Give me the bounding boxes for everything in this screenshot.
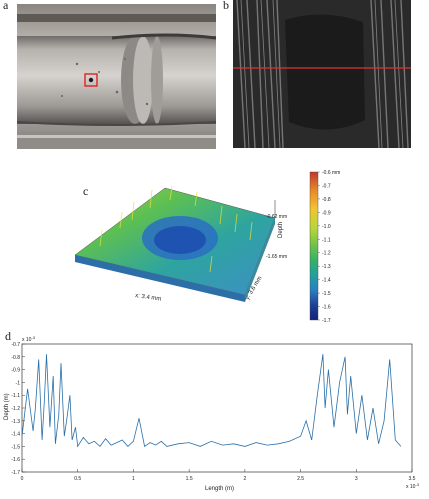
panel-label-d: d bbox=[5, 329, 11, 343]
y-tick-label: -1.5 bbox=[11, 444, 20, 450]
x-tick-label: 3 bbox=[355, 476, 358, 482]
y-tick-label: -0.9 bbox=[11, 368, 20, 374]
y-tick-label: -0.8 bbox=[11, 355, 20, 361]
y-tick-label: -1.4 bbox=[11, 432, 20, 438]
x-axis-label: x: 3.4 mm bbox=[135, 293, 162, 303]
y-tick-label: -1.7 bbox=[11, 470, 20, 476]
y-tick-label: -1.2 bbox=[11, 406, 20, 412]
y-exponent-label: x 10-3 bbox=[22, 335, 36, 343]
z-top-label: -0.62 mm bbox=[266, 214, 287, 220]
y-axis-title: Depth (m) bbox=[4, 393, 10, 420]
defect-highlight-box bbox=[84, 73, 98, 87]
y-tick-label: -0.7 bbox=[11, 342, 20, 348]
colorbar-tick-label: -1.0 bbox=[322, 224, 331, 230]
x-ticks: 0 0.5 1 1.5 2 2.5 3 3.5 bbox=[21, 469, 416, 482]
colorbar-tick-label: -0.7 bbox=[322, 183, 331, 189]
colorbar-tick-label: -1.6 bbox=[322, 305, 331, 311]
x-tick-label: 2 bbox=[243, 476, 246, 482]
sem-micrograph bbox=[233, 0, 411, 148]
x-tick-label: 2.5 bbox=[297, 476, 304, 482]
y-ticks: -0.7 -0.8 -0.9 -1 -1.1 -1.2 -1.3 -1.4 -1.5 -1.6 -1… bbox=[11, 342, 25, 476]
x-tick-label: 1.5 bbox=[186, 476, 193, 482]
z-axis-label: Depth bbox=[278, 222, 284, 238]
y-tick-label: -1.1 bbox=[11, 393, 20, 399]
colorbar-tick-label: -1.3 bbox=[322, 264, 331, 270]
rod-photograph bbox=[17, 4, 216, 149]
colorbar-tick-label: -1.2 bbox=[322, 251, 331, 257]
x-axis-title: Length (m) bbox=[205, 486, 234, 492]
x-exponent-label: x 10-3 bbox=[406, 482, 420, 490]
x-tick-label: 0 bbox=[21, 476, 24, 482]
colorbar-tick-label: -1.4 bbox=[322, 278, 331, 284]
sem-graphic bbox=[233, 0, 411, 148]
z-bottom-label: -1.65 mm bbox=[266, 254, 287, 260]
y-tick-label: -1.3 bbox=[11, 419, 20, 425]
colorbar-tick-label: -0.8 bbox=[322, 197, 331, 203]
depth-profile-chart: -0.7 -0.8 -0.9 -1 -1.1 -1.2 -1.3 -1.4 -1.5 -1.6 -1… bbox=[4, 335, 420, 492]
colorbar bbox=[309, 171, 319, 321]
colorbar-tick-label: -1.5 bbox=[322, 291, 331, 297]
surface-front-side bbox=[75, 255, 245, 302]
surface-3d-panel: x: 3.4 mm y: 3.6 mm Depth -0.62 mm -1.65… bbox=[60, 160, 370, 335]
surface-3d-graphic: x: 3.4 mm y: 3.6 mm Depth -0.62 mm -1.65… bbox=[74, 170, 340, 324]
colorbar-ticks: -0.6 mm -0.7 -0.8 -0.9 -1.0 -1.1 -1.2 -1.3 -1.4 -… bbox=[318, 170, 340, 324]
rod-photo-graphic bbox=[17, 4, 216, 149]
colorbar-tick-label: -0.9 bbox=[322, 210, 331, 216]
x-tick-label: 0.5 bbox=[74, 476, 81, 482]
x-tick-label: 1 bbox=[132, 476, 135, 482]
depth-profile-panel: -0.7 -0.8 -0.9 -1 -1.1 -1.2 -1.3 -1.4 -1.5 -1.6 -1… bbox=[0, 330, 429, 494]
colorbar-tick-label: -1.1 bbox=[322, 237, 331, 243]
y-tick-label: -1 bbox=[16, 380, 21, 386]
panel-label-a: a bbox=[3, 0, 9, 12]
panel-label-b: b bbox=[223, 0, 229, 12]
y-tick-label: -1.6 bbox=[11, 457, 20, 463]
colorbar-tick-label: -1.7 bbox=[322, 318, 331, 324]
surface-peaks bbox=[99, 185, 253, 273]
surface-right-side bbox=[245, 218, 275, 302]
depth-series-line bbox=[21, 354, 402, 448]
x-tick-label: 3.5 bbox=[409, 476, 416, 482]
panel-label-c: c bbox=[83, 184, 89, 198]
colorbar-tick-label: -0.6 mm bbox=[322, 170, 340, 176]
